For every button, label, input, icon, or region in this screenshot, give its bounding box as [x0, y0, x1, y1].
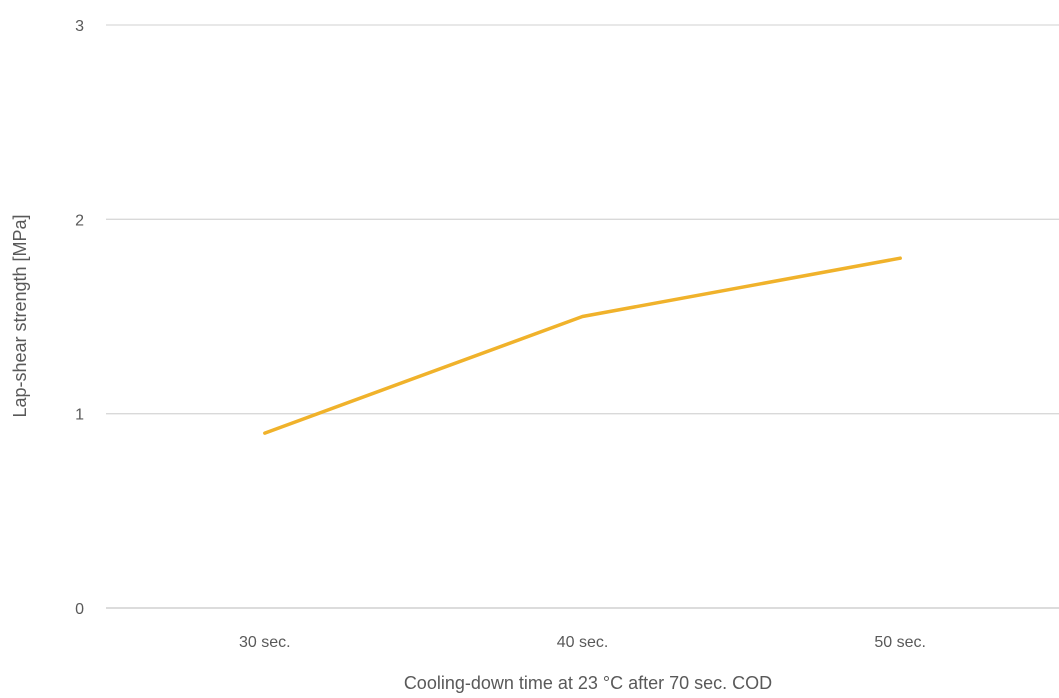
- x-tick-label: 50 sec.: [874, 634, 926, 651]
- y-axis-title: Lap-shear strength [MPa]: [10, 214, 30, 417]
- y-tick-label: 0: [75, 601, 84, 618]
- x-tick-label: 30 sec.: [239, 634, 291, 651]
- data-series: [263, 256, 902, 435]
- data-point: [898, 256, 902, 260]
- y-tick-label: 1: [75, 407, 84, 424]
- y-axis-tick-labels: 0 1 2 3: [75, 18, 84, 618]
- x-axis-tick-labels: 30 sec. 40 sec. 50 sec.: [239, 634, 926, 651]
- x-tick-label: 40 sec.: [557, 634, 609, 651]
- series-line-0: [263, 256, 902, 435]
- gridlines: [106, 24, 1059, 609]
- y-tick-label: 2: [75, 212, 84, 229]
- data-point: [581, 315, 584, 318]
- x-axis-title: Cooling-down time at 23 °C after 70 sec.…: [404, 673, 772, 693]
- y-tick-label: 3: [75, 18, 84, 35]
- data-point: [263, 431, 267, 435]
